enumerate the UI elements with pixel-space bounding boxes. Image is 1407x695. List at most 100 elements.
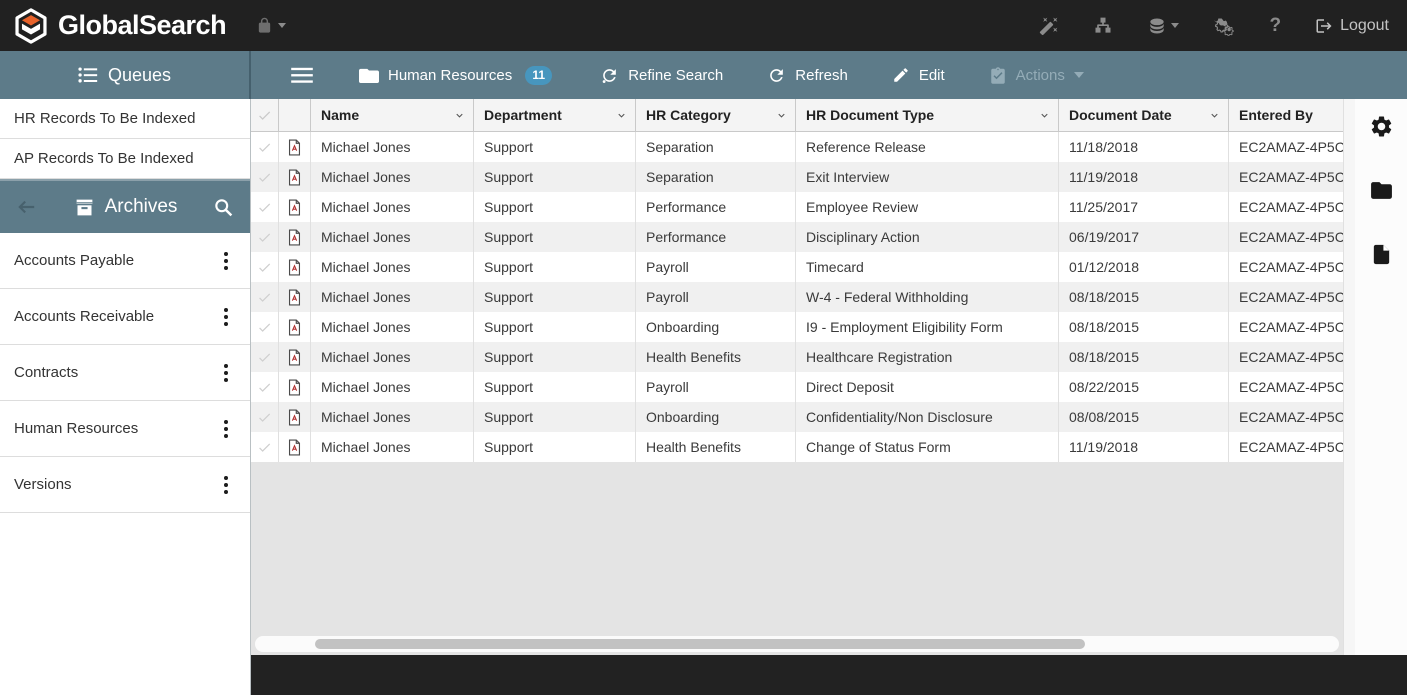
queue-list-item[interactable]: HR Records To Be Indexed bbox=[0, 99, 250, 139]
cell-name: Michael Jones bbox=[311, 432, 474, 462]
document-panel-icon[interactable] bbox=[1370, 242, 1393, 267]
cell-hr-document-type: Timecard bbox=[796, 252, 1059, 282]
archive-item-label: Human Resources bbox=[14, 420, 139, 437]
kebab-menu-icon[interactable] bbox=[220, 304, 232, 330]
search-icon[interactable] bbox=[213, 197, 234, 218]
app-logo[interactable]: GlobalSearch bbox=[12, 7, 227, 45]
kebab-menu-icon[interactable] bbox=[220, 360, 232, 386]
queues-label: Queues bbox=[107, 64, 172, 85]
kebab-menu-icon[interactable] bbox=[220, 416, 232, 442]
table-row[interactable]: Michael Jones Support Separation Referen… bbox=[251, 132, 1343, 162]
table-row[interactable]: Michael Jones Support Payroll Timecard 0… bbox=[251, 252, 1343, 282]
pdf-file-icon[interactable] bbox=[279, 312, 311, 342]
table-row[interactable]: Michael Jones Support Payroll Direct Dep… bbox=[251, 372, 1343, 402]
vertical-scrollbar-track[interactable] bbox=[1343, 99, 1355, 655]
pdf-file-icon[interactable] bbox=[279, 402, 311, 432]
queue-list-item[interactable]: AP Records To Be Indexed bbox=[0, 139, 250, 179]
table-row[interactable]: Michael Jones Support Performance Discip… bbox=[251, 222, 1343, 252]
folder-panel-icon[interactable] bbox=[1369, 178, 1394, 203]
table-row[interactable]: Michael Jones Support Health Benefits He… bbox=[251, 342, 1343, 372]
table-row[interactable]: Michael Jones Support Separation Exit In… bbox=[251, 162, 1343, 192]
settings-gear-icon[interactable] bbox=[1369, 114, 1394, 139]
cell-name: Michael Jones bbox=[311, 222, 474, 252]
pdf-file-icon[interactable] bbox=[279, 282, 311, 312]
horizontal-scrollbar[interactable] bbox=[255, 636, 1339, 652]
results-count-badge: 11 bbox=[525, 65, 553, 85]
check-icon bbox=[259, 202, 271, 212]
pdf-file-icon[interactable] bbox=[279, 222, 311, 252]
refine-search-button[interactable]: Refine Search bbox=[600, 66, 723, 85]
archive-list-item[interactable]: Accounts Receivable bbox=[0, 289, 250, 345]
row-checkbox[interactable] bbox=[251, 162, 279, 192]
lock-menu[interactable] bbox=[256, 17, 287, 34]
table-row[interactable]: Michael Jones Support Payroll W-4 - Fede… bbox=[251, 282, 1343, 312]
chevron-down-icon[interactable] bbox=[1209, 110, 1220, 121]
check-icon bbox=[259, 442, 271, 452]
row-checkbox[interactable] bbox=[251, 402, 279, 432]
cell-hr-category: Performance bbox=[636, 222, 796, 252]
chevron-down-icon[interactable] bbox=[776, 110, 787, 121]
row-checkbox[interactable] bbox=[251, 432, 279, 462]
chevron-down-icon[interactable] bbox=[616, 110, 627, 121]
pdf-file-icon[interactable] bbox=[279, 132, 311, 162]
archive-list-item[interactable]: Versions bbox=[0, 457, 250, 513]
column-header-department[interactable]: Department bbox=[474, 99, 636, 131]
globalsearch-logo-icon bbox=[15, 7, 47, 44]
column-header-entered-by[interactable]: Entered By bbox=[1229, 99, 1343, 131]
footer-bar bbox=[251, 655, 1407, 695]
cell-document-date: 08/18/2015 bbox=[1059, 282, 1229, 312]
database-menu[interactable] bbox=[1147, 16, 1180, 36]
cell-department: Support bbox=[474, 222, 636, 252]
table-row[interactable]: Michael Jones Support Performance Employ… bbox=[251, 192, 1343, 222]
table-row[interactable]: Michael Jones Support Health Benefits Ch… bbox=[251, 432, 1343, 462]
archive-list-item[interactable]: Accounts Payable bbox=[0, 233, 250, 289]
refresh-button[interactable]: Refresh bbox=[767, 66, 848, 85]
row-checkbox[interactable] bbox=[251, 342, 279, 372]
table-row[interactable]: Michael Jones Support Onboarding I9 - Em… bbox=[251, 312, 1343, 342]
pdf-file-icon[interactable] bbox=[279, 192, 311, 222]
column-header-hr-category[interactable]: HR Category bbox=[636, 99, 796, 131]
row-checkbox[interactable] bbox=[251, 312, 279, 342]
logout-button[interactable]: Logout bbox=[1315, 17, 1389, 35]
archive-list-item[interactable]: Human Resources bbox=[0, 401, 250, 457]
kebab-menu-icon[interactable] bbox=[220, 248, 232, 274]
edit-button[interactable]: Edit bbox=[892, 66, 945, 84]
pdf-file-icon[interactable] bbox=[279, 162, 311, 192]
back-arrow-icon[interactable] bbox=[16, 198, 38, 216]
row-checkbox[interactable] bbox=[251, 372, 279, 402]
gears-icon[interactable] bbox=[1213, 16, 1235, 36]
help-icon[interactable]: ? bbox=[1269, 14, 1282, 36]
cell-hr-document-type: Confidentiality/Non Disclosure bbox=[796, 402, 1059, 432]
refine-search-icon bbox=[602, 68, 617, 83]
select-all-checkbox[interactable] bbox=[251, 99, 279, 131]
row-checkbox[interactable] bbox=[251, 252, 279, 282]
sitemap-icon[interactable] bbox=[1093, 16, 1113, 36]
pdf-file-icon[interactable] bbox=[279, 432, 311, 462]
right-tool-panel bbox=[1355, 99, 1407, 655]
row-checkbox[interactable] bbox=[251, 282, 279, 312]
column-header-name[interactable]: Name bbox=[311, 99, 474, 131]
wand-icon[interactable] bbox=[1039, 16, 1059, 36]
table-row[interactable]: Michael Jones Support Onboarding Confide… bbox=[251, 402, 1343, 432]
column-header-document-date[interactable]: Document Date bbox=[1059, 99, 1229, 131]
pdf-file-icon[interactable] bbox=[279, 252, 311, 282]
horizontal-scrollbar-thumb[interactable] bbox=[315, 639, 1085, 649]
pdf-file-icon[interactable] bbox=[279, 372, 311, 402]
pdf-file-icon[interactable] bbox=[279, 342, 311, 372]
cell-department: Support bbox=[474, 432, 636, 462]
actions-button[interactable]: Actions bbox=[989, 66, 1084, 85]
archive-list-item[interactable]: Contracts bbox=[0, 345, 250, 401]
results-grid: Name Department HR Category HR Document … bbox=[251, 99, 1343, 655]
row-checkbox[interactable] bbox=[251, 192, 279, 222]
results-tab-human-resources[interactable]: Human Resources 11 bbox=[359, 65, 553, 85]
queues-header[interactable]: Queues bbox=[0, 51, 251, 99]
menu-toggle-button[interactable] bbox=[291, 66, 313, 84]
chevron-down-icon[interactable] bbox=[1039, 110, 1050, 121]
column-header-hr-document-type[interactable]: HR Document Type bbox=[796, 99, 1059, 131]
row-checkbox[interactable] bbox=[251, 132, 279, 162]
cell-hr-category: Payroll bbox=[636, 372, 796, 402]
chevron-down-icon[interactable] bbox=[454, 110, 465, 121]
kebab-menu-icon[interactable] bbox=[220, 472, 232, 498]
grid-body: Michael Jones Support Separation Referen… bbox=[251, 132, 1343, 462]
row-checkbox[interactable] bbox=[251, 222, 279, 252]
